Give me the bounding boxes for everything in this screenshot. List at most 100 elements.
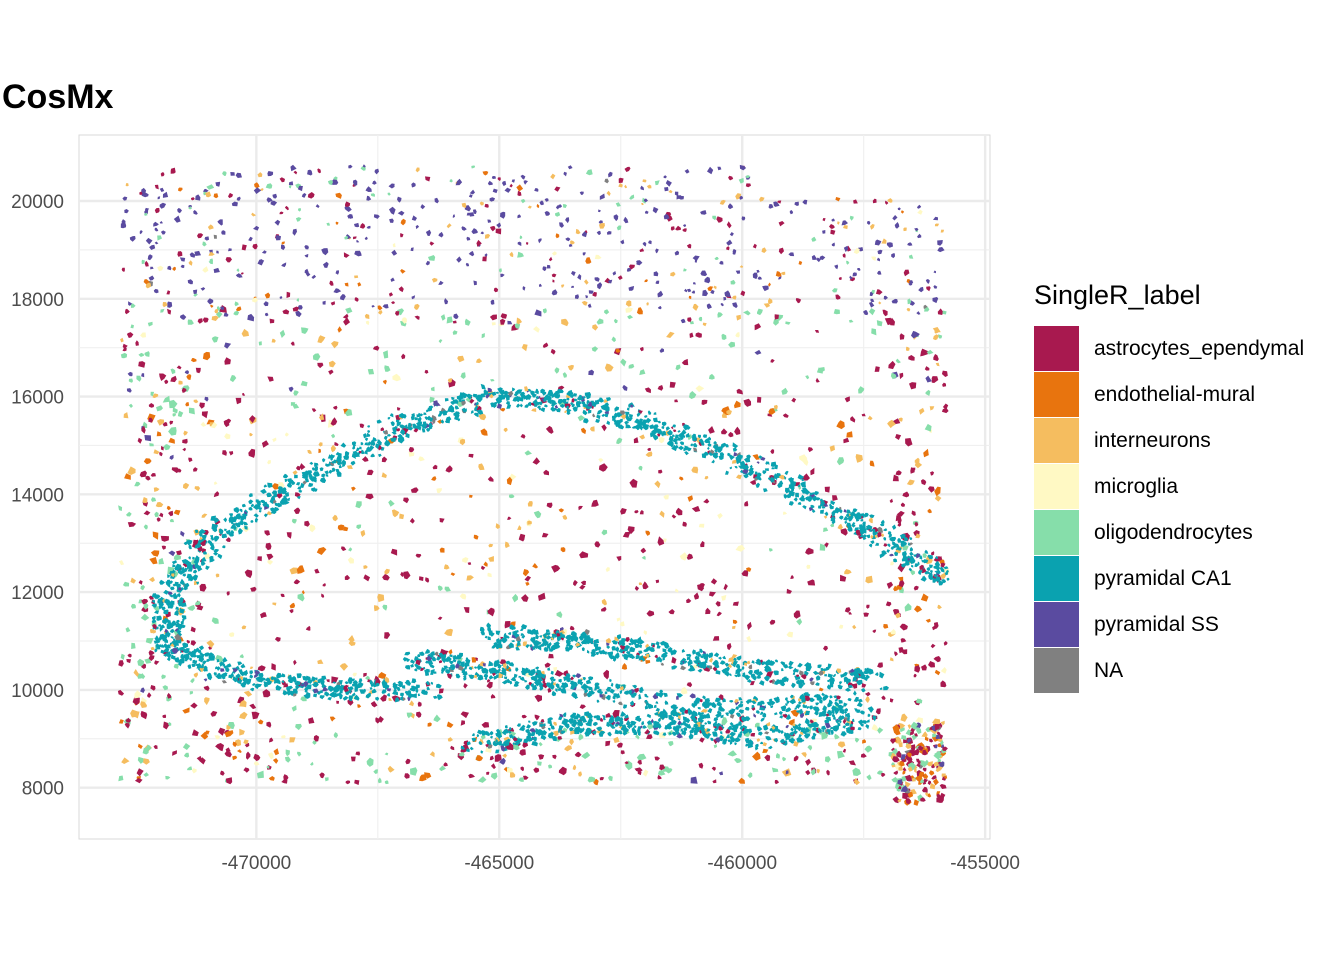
cell-point	[637, 640, 643, 645]
cell-point	[532, 636, 536, 640]
cell-point	[899, 761, 905, 767]
cell-point	[531, 721, 538, 726]
cell-point	[407, 681, 411, 686]
cell-point	[706, 303, 712, 310]
cell-point	[522, 641, 527, 647]
cell-point	[440, 419, 445, 424]
cell-point	[932, 297, 939, 304]
cell-point	[752, 751, 761, 761]
cell-point	[624, 645, 630, 650]
cell-point	[363, 574, 370, 582]
cell-point	[327, 697, 332, 701]
cell-point	[418, 651, 425, 656]
cell-point	[699, 440, 704, 446]
cell-point	[776, 729, 780, 733]
cell-point	[165, 775, 171, 780]
cell-point	[900, 754, 906, 760]
cell-point	[715, 670, 721, 675]
cell-point	[729, 466, 732, 470]
cell-point	[275, 684, 282, 691]
cell-point	[340, 442, 347, 448]
cell-point	[465, 657, 469, 660]
cell-point	[160, 624, 166, 630]
cell-point	[321, 477, 327, 483]
cell-point	[545, 682, 552, 689]
cell-point	[154, 227, 159, 232]
cell-point	[712, 636, 720, 641]
cell-point	[810, 504, 815, 509]
cell-point	[536, 203, 540, 208]
cell-point	[933, 270, 936, 274]
cell-point	[187, 651, 192, 656]
cell-point	[687, 447, 692, 452]
cell-point	[586, 692, 593, 698]
cell-point	[249, 432, 253, 437]
cell-point	[486, 622, 491, 630]
cell-point	[313, 478, 317, 483]
cell-point	[866, 604, 870, 609]
cell-point	[694, 259, 698, 263]
cell-point	[896, 510, 905, 517]
cell-point	[726, 409, 732, 416]
cell-point	[767, 477, 771, 481]
cell-point	[677, 445, 684, 451]
cell-point	[760, 456, 766, 461]
cell-point	[721, 594, 727, 601]
cell-point	[738, 177, 744, 184]
cell-point	[614, 412, 619, 418]
cell-point	[248, 448, 256, 458]
cell-point	[733, 698, 740, 703]
cell-point	[438, 231, 444, 238]
cell-point	[328, 469, 333, 474]
cell-point	[269, 737, 274, 743]
cell-point	[128, 403, 133, 408]
cell-point	[899, 623, 908, 631]
cell-point	[795, 710, 800, 713]
cell-point	[848, 729, 854, 734]
cell-point	[419, 413, 424, 417]
cell-point	[183, 482, 190, 490]
cell-point	[770, 476, 775, 483]
cell-point	[797, 662, 803, 668]
cell-point	[871, 289, 876, 295]
cell-point	[652, 206, 659, 214]
cell-point	[139, 230, 143, 235]
cell-point	[296, 298, 299, 302]
cell-point	[625, 307, 633, 313]
cell-point	[156, 419, 165, 426]
cell-point	[392, 373, 401, 382]
cell-point	[565, 393, 571, 400]
cell-point	[151, 599, 156, 603]
cell-point	[330, 417, 338, 426]
cell-point	[488, 543, 494, 548]
cell-point	[871, 528, 876, 532]
cell-point	[939, 784, 947, 789]
cell-point	[228, 674, 232, 679]
y-tick-label: 20000	[11, 192, 64, 213]
cell-point	[882, 309, 888, 317]
cell-point	[575, 402, 581, 408]
cell-point	[909, 731, 914, 735]
cell-point	[942, 403, 949, 410]
cell-point	[553, 721, 558, 726]
cell-point	[486, 679, 491, 683]
cell-point	[271, 338, 276, 343]
cell-point	[160, 644, 165, 648]
cell-point	[267, 171, 274, 177]
cell-point	[482, 663, 486, 667]
cell-point	[201, 513, 208, 518]
cell-point	[497, 177, 501, 181]
cell-point	[768, 408, 776, 415]
cell-point	[638, 650, 643, 655]
cell-point	[555, 205, 560, 210]
cell-point	[532, 563, 539, 569]
cell-point	[534, 694, 542, 703]
cell-point	[425, 176, 431, 182]
cell-point	[935, 564, 941, 571]
cell-point	[728, 175, 734, 181]
cell-point	[446, 223, 452, 229]
cell-point	[534, 309, 542, 317]
cell-point	[213, 536, 220, 542]
cell-point	[300, 380, 308, 387]
cell-point	[644, 279, 648, 283]
